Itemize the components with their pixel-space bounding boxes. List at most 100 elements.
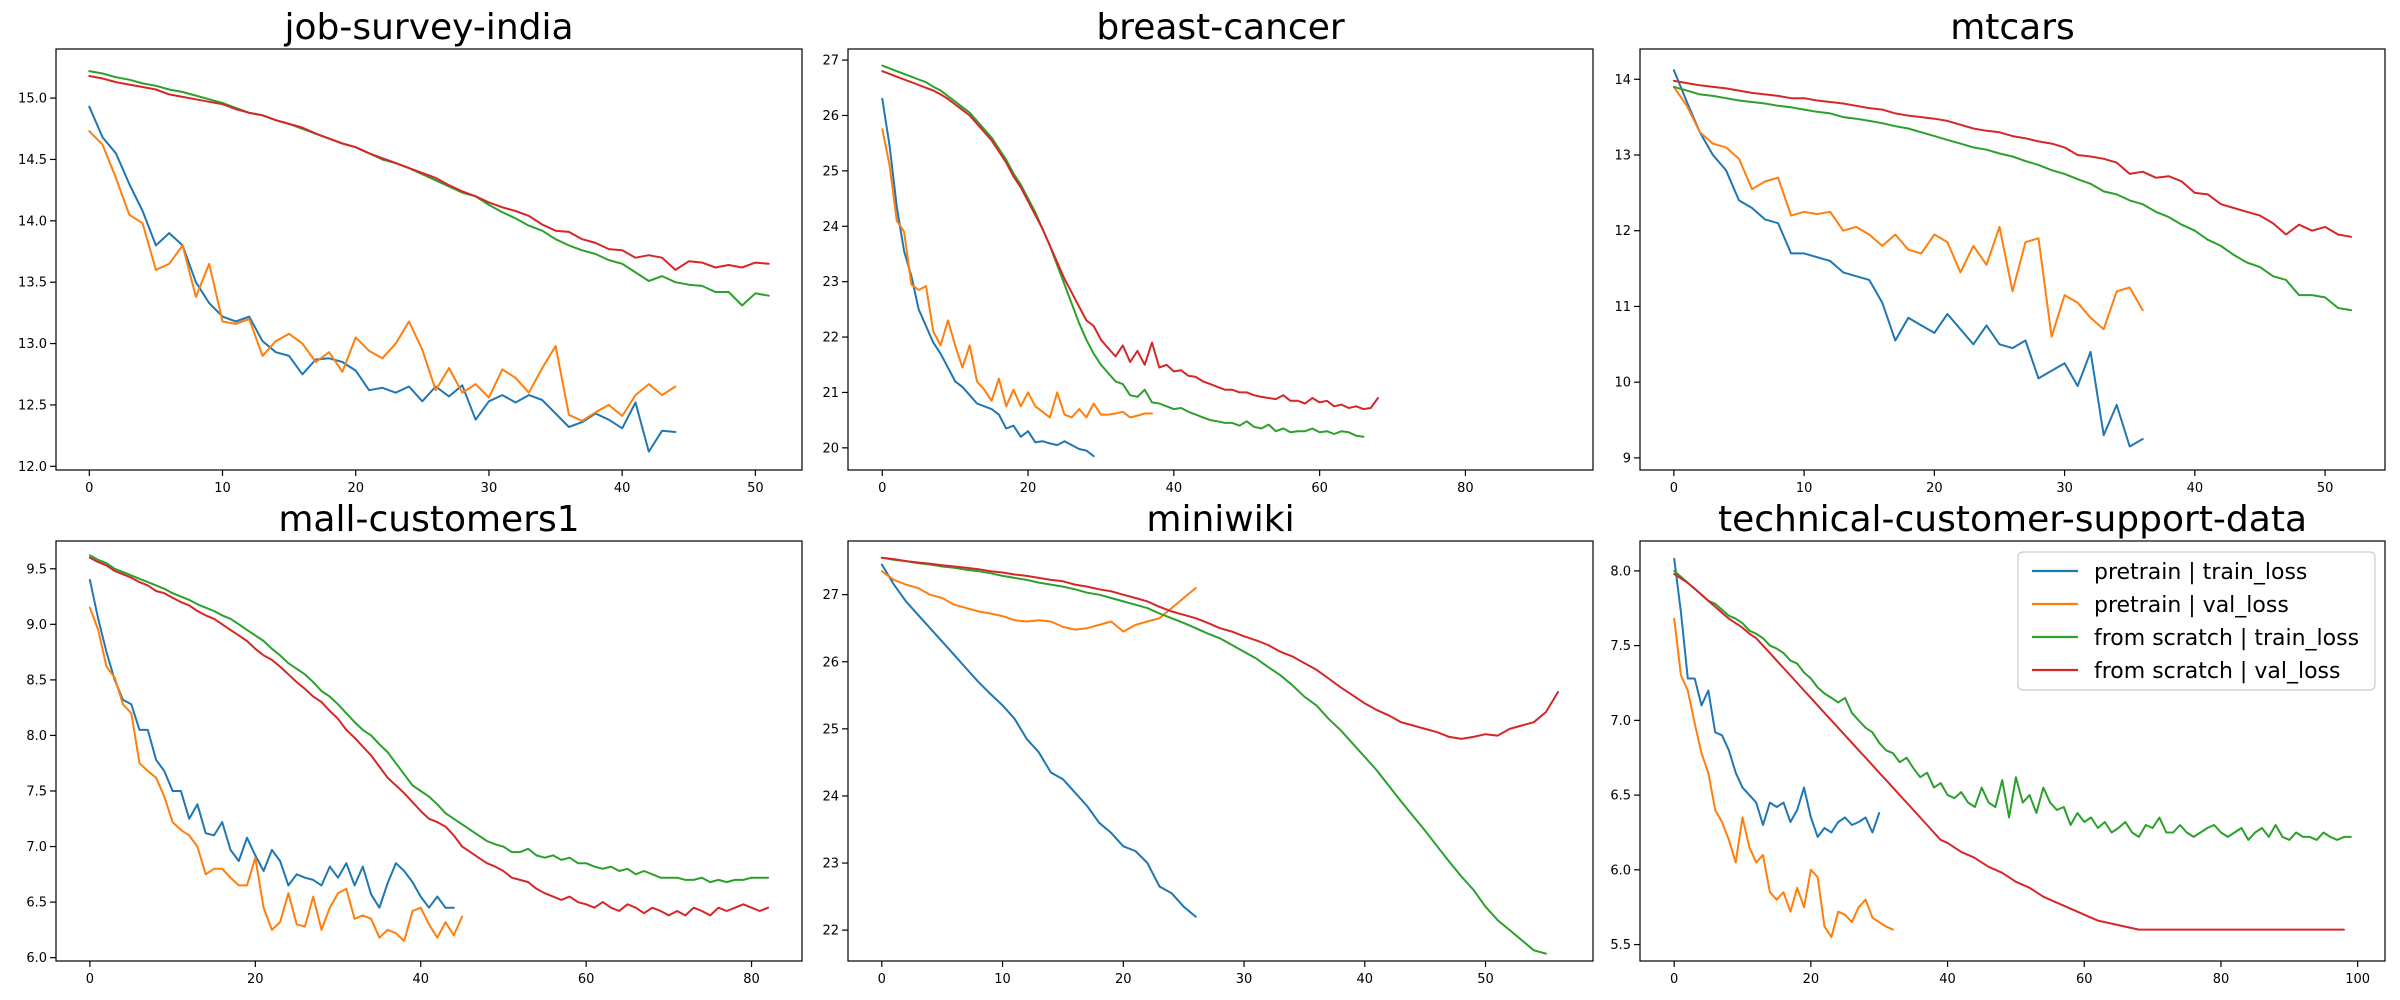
y-tick-label: 9 [1623, 451, 1631, 466]
plot-frame [847, 48, 1594, 471]
series-line-from-scratch-train-loss [88, 70, 770, 307]
series-line-from-scratch-val-loss [1673, 572, 2345, 931]
series-line-from-scratch-train-loss [1673, 569, 2352, 841]
x-tick-label: 20 [247, 972, 264, 987]
y-tick-label: 24 [822, 789, 839, 804]
y-tick-label: 8.0 [1610, 564, 1631, 579]
subplot-mall-customers1: mall-customers1 0 20 40 60 80 6.0 6.5 7.0 7.5 8.0 8… [26, 499, 803, 987]
subplot-breast-cancer: breast-cancer 0 20 40 60 80 20 21 22 23 24 25 26 27 [822, 7, 1594, 496]
x-tick-label: 0 [878, 481, 886, 496]
series-line-from-scratch-val-loss [1672, 79, 2353, 238]
subplot-title: job-survey-india [283, 7, 573, 48]
x-tick-label: 40 [1357, 972, 1374, 987]
y-tick-label: 6.5 [26, 896, 47, 911]
y-tick-label: 6.5 [1610, 789, 1631, 804]
x-tick-label: 20 [1115, 972, 1132, 987]
plot-frame [1639, 540, 2386, 962]
x-tick-label: 10 [214, 481, 231, 496]
subplot-technical-customer-support-data: technical-customer-support-data 0 20 40 60 80… [1610, 499, 2386, 987]
y-tick-label: 23 [822, 275, 839, 290]
plot-frame [1639, 48, 2386, 471]
y-tick-label: 7.0 [1610, 714, 1631, 729]
x-tick-label: 0 [86, 972, 94, 987]
y-tick-label: 9.0 [26, 618, 47, 633]
x-tick-label: 60 [578, 972, 595, 987]
subplot-job-survey-india: job-survey-india 0 10 20 30 40 50 12.0 12.5 13.0 1… [18, 7, 803, 496]
series-line-from-scratch-train-loss [880, 556, 1547, 955]
y-tick-label: 14.0 [18, 214, 47, 229]
series-line-pretrain-train-loss [1673, 557, 1881, 838]
x-tick-label: 50 [2317, 481, 2334, 496]
series-line-pretrain-train-loss [1672, 69, 2144, 448]
y-tick-label: 23 [822, 857, 839, 872]
x-tick-label: 40 [2187, 481, 2204, 496]
y-tick-label: 10 [1614, 376, 1631, 391]
x-tick-label: 0 [85, 481, 93, 496]
x-tick-label: 50 [1477, 972, 1494, 987]
x-tick-label: 50 [747, 481, 764, 496]
x-tick-label: 40 [412, 972, 429, 987]
series-line-pretrain-val-loss [1672, 85, 2144, 338]
y-tick-label: 15.0 [18, 92, 47, 107]
y-tick-label: 13.0 [18, 337, 47, 352]
y-tick-label: 12.0 [18, 460, 47, 475]
series-line-from-scratch-train-loss [1672, 85, 2353, 312]
y-tick-label: 13.5 [18, 276, 47, 291]
legend-box [2017, 551, 2376, 691]
y-tick-label: 27 [822, 588, 839, 603]
y-tick-label: 21 [822, 386, 839, 401]
subplot-title: breast-cancer [1096, 7, 1345, 48]
y-tick-label: 8.0 [26, 729, 47, 744]
series-line-from-scratch-train-loss [881, 64, 1365, 438]
legend-label: from scratch | train_loss [2094, 626, 2359, 651]
y-tick-label: 24 [822, 220, 839, 235]
series-line-from-scratch-train-loss [88, 554, 770, 884]
x-tick-label: 60 [2076, 972, 2093, 987]
subplot-mtcars: mtcars 0 10 20 30 40 50 9 10 11 12 13 14 [1614, 7, 2386, 496]
x-tick-label: 20 [1803, 972, 1820, 987]
x-tick-label: 30 [2056, 481, 2073, 496]
y-tick-label: 26 [822, 655, 839, 670]
y-tick-label: 25 [822, 722, 839, 737]
x-tick-label: 80 [1457, 481, 1474, 496]
y-tick-label: 22 [822, 331, 839, 346]
y-tick-label: 8.5 [26, 673, 47, 688]
series-line-pretrain-val-loss [88, 606, 464, 942]
y-tick-label: 14 [1614, 73, 1631, 88]
y-tick-label: 12 [1614, 224, 1631, 239]
series-line-pretrain-train-loss [88, 105, 677, 453]
series-line-pretrain-train-loss [881, 97, 1095, 458]
x-tick-label: 0 [1670, 972, 1678, 987]
series-line-pretrain-val-loss [881, 128, 1153, 419]
y-tick-label: 12.5 [18, 398, 47, 413]
x-tick-label: 80 [743, 972, 760, 987]
series-line-from-scratch-val-loss [88, 556, 770, 917]
x-tick-label: 40 [614, 481, 631, 496]
series-line-pretrain-val-loss [88, 130, 677, 422]
y-tick-label: 13 [1614, 149, 1631, 164]
y-tick-label: 7.0 [26, 840, 47, 855]
subplot-miniwiki: miniwiki 0 10 20 30 40 50 22 23 24 25 26 27 [822, 499, 1594, 987]
x-tick-label: 30 [481, 481, 498, 496]
x-tick-label: 100 [2345, 972, 2370, 987]
series-line-from-scratch-val-loss [881, 70, 1379, 411]
legend: pretrain | train_loss pretrain | val_loss… [2017, 551, 2376, 691]
x-tick-label: 20 [1020, 481, 1037, 496]
plot-frame [847, 540, 1594, 962]
series-line-from-scratch-val-loss [88, 75, 770, 271]
x-tick-label: 0 [878, 972, 886, 987]
x-tick-label: 20 [1926, 481, 1943, 496]
y-tick-label: 26 [822, 109, 839, 124]
subplot-title: miniwiki [1146, 499, 1294, 540]
series-line-pretrain-train-loss [880, 563, 1197, 918]
y-tick-label: 6.0 [26, 951, 47, 966]
y-tick-label: 5.5 [1610, 938, 1631, 953]
subplot-title: technical-customer-support-data [1718, 499, 2307, 540]
plot-frame [55, 48, 803, 471]
y-tick-label: 22 [822, 924, 839, 939]
y-tick-label: 14.5 [18, 153, 47, 168]
x-tick-label: 0 [1670, 481, 1678, 496]
subplot-title: mall-customers1 [278, 499, 579, 540]
legend-label: pretrain | val_loss [2094, 593, 2289, 618]
y-tick-label: 9.5 [26, 562, 47, 577]
